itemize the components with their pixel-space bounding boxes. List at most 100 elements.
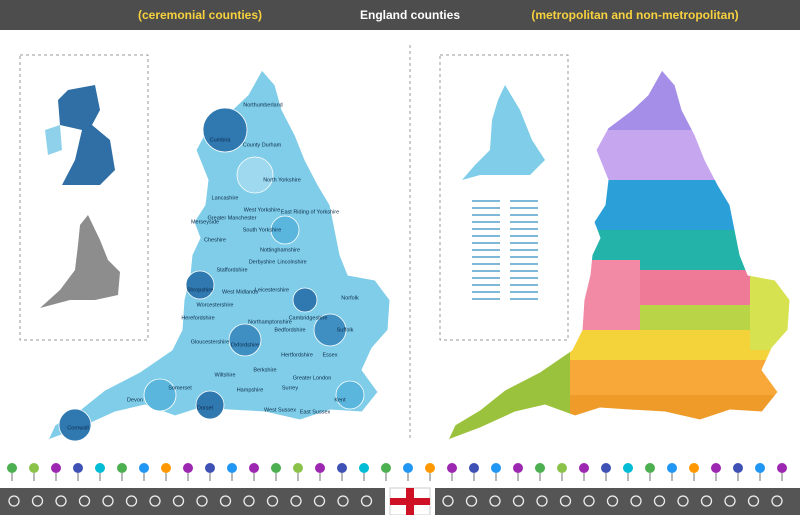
legend-line xyxy=(472,298,500,300)
header-center: England counties xyxy=(360,8,460,22)
county-label: Berkshire xyxy=(253,367,276,373)
tool-icon xyxy=(219,495,232,507)
tool-icon xyxy=(465,495,478,507)
legend-line xyxy=(510,270,538,272)
pin-icon xyxy=(337,463,347,473)
tool-icon xyxy=(771,495,783,507)
england-outline xyxy=(447,69,791,441)
pin-icon xyxy=(755,463,765,473)
pin-icon xyxy=(293,463,303,473)
legend-line xyxy=(510,277,538,279)
county-label: West Midlands xyxy=(222,289,258,295)
pin-icon xyxy=(579,463,589,473)
county-label: Oxfordshire xyxy=(231,342,259,348)
tool-icon xyxy=(313,495,326,507)
pin-icon xyxy=(447,463,457,473)
tool-icon xyxy=(489,495,501,507)
county-label: Cheshire xyxy=(204,237,226,243)
header-left: (ceremonial counties) xyxy=(138,8,262,22)
tool-icon xyxy=(512,495,525,507)
county xyxy=(202,107,248,153)
county-label: Lincolnshire xyxy=(277,259,306,265)
tool-icon xyxy=(102,495,114,507)
england-small xyxy=(462,85,545,180)
england-flag xyxy=(389,487,431,515)
tool-icon xyxy=(78,495,91,507)
england-metropolitan xyxy=(448,70,790,440)
tool-icon xyxy=(125,495,138,507)
legend-line xyxy=(510,284,538,286)
tool-icon xyxy=(243,495,255,507)
county-label: Cumbria xyxy=(210,137,232,143)
inset-box xyxy=(439,54,569,341)
legend-line xyxy=(472,228,500,230)
legend-line xyxy=(472,207,500,209)
legend-line xyxy=(510,235,538,237)
legend-line xyxy=(510,298,538,300)
county xyxy=(270,215,300,245)
pin-icon xyxy=(513,463,523,473)
county xyxy=(195,390,225,420)
legend-line xyxy=(510,214,538,216)
tool-icon xyxy=(630,495,642,507)
county-label: West Yorkshire xyxy=(244,207,281,213)
pin-icon xyxy=(249,463,259,473)
region xyxy=(448,330,790,360)
tool-icon xyxy=(290,495,302,507)
england-ceremonial xyxy=(47,69,391,441)
county-label: Shropshire xyxy=(187,287,214,293)
tool-icon xyxy=(583,495,595,507)
legend-line xyxy=(510,221,538,223)
toolbar xyxy=(0,488,385,515)
county xyxy=(185,270,215,300)
county-label: West Sussex xyxy=(264,407,296,413)
tool-icon xyxy=(360,495,373,507)
legend-line xyxy=(472,263,500,265)
pin-icon xyxy=(469,463,479,473)
tool-icon xyxy=(442,495,454,507)
county-label: Dorset xyxy=(197,405,214,411)
tool-icon xyxy=(536,495,548,507)
county-label: Surrey xyxy=(282,385,298,391)
tool-icon xyxy=(700,495,713,507)
county-label: Devon xyxy=(127,397,143,403)
region xyxy=(580,260,640,330)
legend-line xyxy=(510,242,538,244)
legend-line xyxy=(510,228,538,230)
legend-line xyxy=(510,200,538,202)
legend-line xyxy=(472,242,500,244)
county xyxy=(313,313,347,347)
county-label: Hampshire xyxy=(237,387,264,393)
county xyxy=(236,156,274,194)
county-label: Bedfordshire xyxy=(274,327,305,333)
legend-line xyxy=(472,235,500,237)
tool-icon xyxy=(724,495,736,507)
county-label: Staffordshire xyxy=(216,267,247,273)
county-label: Cambridgeshire xyxy=(289,315,328,321)
tool-icon xyxy=(606,495,619,507)
legend-line xyxy=(510,249,538,251)
tool-icon xyxy=(172,495,185,507)
legend-line xyxy=(510,207,538,209)
county-label: Suffolk xyxy=(337,327,354,333)
county-label: Worcestershire xyxy=(197,302,234,308)
pin-icon xyxy=(557,463,567,473)
pin-icon xyxy=(667,463,677,473)
legend-line xyxy=(510,291,538,293)
region xyxy=(750,260,790,350)
tool-icon xyxy=(55,495,67,507)
county-label: Leicestershire xyxy=(255,287,289,293)
tool-icon xyxy=(747,495,760,507)
pin-icon xyxy=(161,463,171,473)
legend-line xyxy=(510,256,538,258)
header-right: (metropolitan and non-metropolitan) xyxy=(531,8,738,22)
county-label: Essex xyxy=(323,352,338,358)
county-label: County Durham xyxy=(243,142,282,148)
legend-line xyxy=(472,291,500,293)
county-label: North Yorkshire xyxy=(263,177,301,183)
county-label: Wiltshire xyxy=(214,372,235,378)
county-label: Somerset xyxy=(168,385,192,391)
pin-icon xyxy=(601,463,611,473)
pin-icon xyxy=(205,463,215,473)
